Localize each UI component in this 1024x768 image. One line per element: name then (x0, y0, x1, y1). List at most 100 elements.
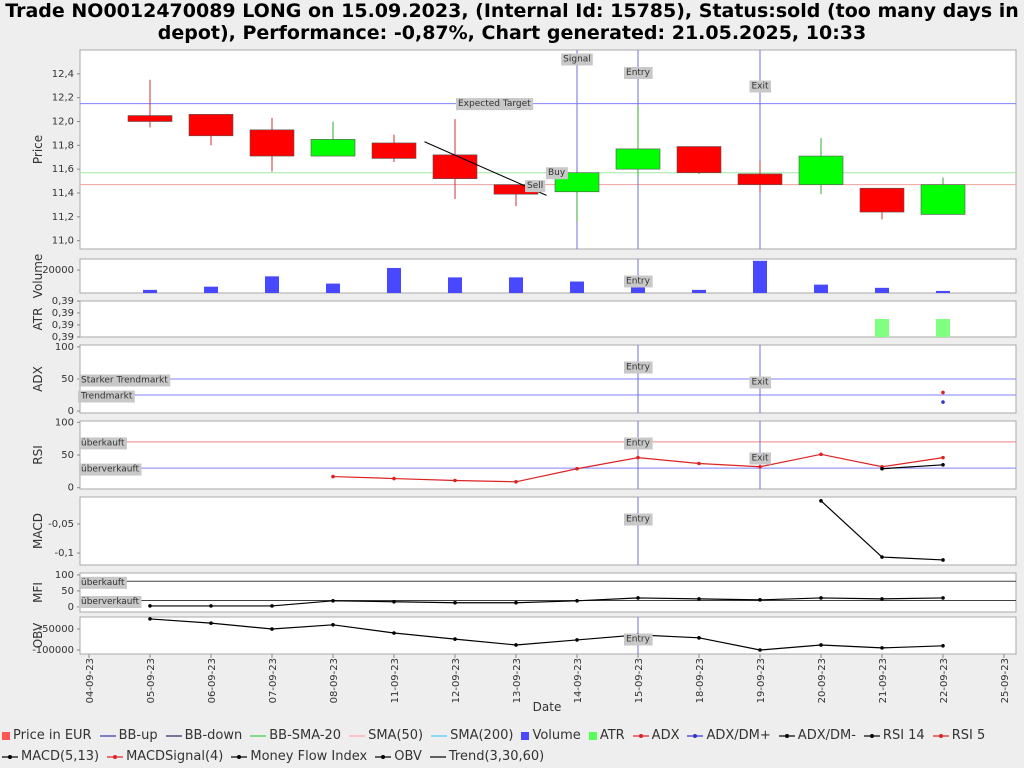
marker-label: Entry (626, 68, 651, 78)
point (941, 644, 945, 648)
bar (936, 290, 950, 293)
legend-item: OBV (375, 746, 422, 767)
marker-label: Signal (563, 55, 591, 65)
candle-body (798, 155, 844, 185)
y-tick-label: 0,39 (52, 308, 74, 319)
point (697, 461, 701, 466)
y-tick-label: 100 (55, 342, 74, 353)
marker-label-bg (624, 513, 653, 526)
point (453, 478, 457, 483)
bar (814, 284, 828, 293)
marker-label-bg (561, 53, 593, 66)
point (819, 499, 823, 503)
legend-item: BB-SMA-20 (250, 725, 341, 746)
panel (79, 258, 1017, 294)
line (881, 464, 944, 470)
legend-label: ADX/DM+ (706, 728, 771, 743)
y-tick-label: 100 (55, 417, 74, 428)
legend-label: RSI 5 (951, 728, 986, 743)
legend-item: RSI 14 (863, 725, 925, 746)
candle-body (615, 148, 661, 170)
marker-label-bg (749, 452, 771, 465)
legend-item: MACD(5,13) (2, 746, 99, 767)
h-line-label: Buy (548, 168, 566, 178)
point (819, 596, 823, 600)
candle-body (310, 139, 356, 157)
bar (448, 277, 462, 293)
legend-swatch (250, 734, 267, 737)
marker-label: Entry (626, 515, 651, 525)
x-tick-label: 13-09-23 (512, 658, 523, 703)
x-tick-label: 11-09-23 (390, 658, 401, 703)
swatch-dot (381, 754, 386, 759)
point (880, 597, 884, 601)
legend-label: SMA(50) (368, 728, 424, 743)
swatch-dot (938, 733, 943, 738)
legend-item: MACDSignal(4) (107, 746, 223, 767)
point (575, 638, 579, 642)
bar (387, 267, 401, 293)
point (514, 480, 518, 484)
bar (753, 260, 767, 293)
legend-swatch (632, 733, 649, 738)
point (331, 474, 335, 479)
bar (204, 286, 218, 293)
marker-label: Exit (751, 454, 769, 464)
marker-label-bg (624, 67, 653, 79)
legend-label: ADX/DM- (797, 728, 856, 743)
y-tick-label: 0 (68, 406, 74, 417)
candle-body (676, 146, 722, 174)
legend-item: RSI 5 (932, 725, 986, 746)
x-tick-label: 22-09-23 (939, 658, 950, 703)
marker-label: Exit (751, 378, 769, 388)
marker-label-bg (749, 376, 771, 389)
legend-label: OBV (394, 749, 422, 764)
legend-label: Price in EUR (13, 728, 92, 743)
legend-swatch (429, 755, 446, 758)
legend-item: Price in EUR (2, 725, 92, 746)
y-tick-label: -50000 (39, 624, 74, 635)
legend-label: ADX (651, 728, 680, 743)
candle-body (737, 173, 783, 185)
level-label: Starker Trendmarkt (81, 376, 168, 386)
legend-swatch (349, 734, 366, 737)
x-tick-label: 15-09-23 (634, 658, 645, 703)
swatch (588, 731, 597, 740)
level-label-bg (79, 576, 127, 589)
level-label-bg (79, 437, 127, 450)
panel (79, 420, 1017, 490)
candle-body (859, 187, 905, 213)
y-tick-label: 50 (61, 586, 74, 597)
swatch-dot (237, 754, 242, 759)
point (331, 623, 335, 627)
y-tick-label: 11,0 (52, 236, 74, 247)
x-tick-label: 07-09-23 (268, 658, 279, 703)
point (392, 631, 396, 635)
marker-label: Exit (751, 82, 769, 92)
point (941, 390, 945, 395)
marker-label: Entry (626, 363, 651, 373)
swatch-dot (784, 733, 789, 738)
y-tick-label: 0 (68, 602, 74, 613)
bar (509, 277, 523, 293)
panel (79, 300, 1017, 338)
y-tick-label: 11,6 (52, 164, 74, 175)
legend-swatch (521, 731, 530, 740)
point (148, 604, 152, 608)
legend-item: ATR (588, 725, 625, 746)
bar (875, 287, 889, 293)
swatch-dot (638, 733, 643, 738)
legend-label: MACD(5,13) (21, 749, 100, 764)
candle-body (127, 115, 173, 122)
y-tick-label: 0,39 (52, 320, 74, 331)
point (819, 643, 823, 647)
marker-label-bg (749, 80, 771, 93)
point (880, 646, 884, 650)
x-tick-label: 20-09-23 (817, 658, 828, 703)
point (514, 643, 518, 647)
candle-body (188, 114, 234, 137)
bar (265, 276, 279, 293)
y-tick-label: 11,8 (52, 140, 74, 151)
point (941, 596, 945, 600)
y-tick-label: 50 (61, 374, 74, 385)
